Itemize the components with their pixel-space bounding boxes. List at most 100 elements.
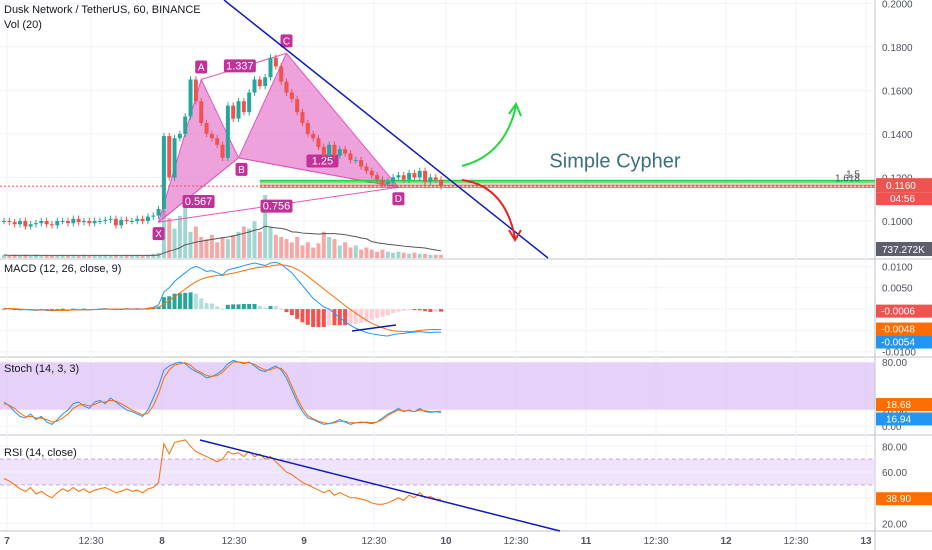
macd-histogram-bar bbox=[7, 309, 12, 311]
volume-ma-line bbox=[3, 225, 442, 256]
volume-bar bbox=[39, 255, 44, 258]
candle-body bbox=[273, 57, 278, 67]
fib-level-label: 1.618 bbox=[835, 174, 860, 185]
volume-bar bbox=[108, 255, 113, 258]
volume-bar bbox=[417, 253, 422, 258]
volume-bar bbox=[300, 245, 305, 258]
countdown-tag: 04:56 bbox=[890, 194, 915, 205]
candle-body bbox=[295, 99, 300, 113]
macd-histogram-bar bbox=[263, 307, 268, 310]
volume-bar bbox=[199, 237, 204, 258]
volume-bar bbox=[295, 237, 300, 258]
candle-body bbox=[140, 218, 145, 221]
volume-tag: 737.272K bbox=[882, 245, 925, 256]
candle-body bbox=[23, 220, 28, 227]
candle-body bbox=[305, 123, 310, 134]
cypher-pattern[interactable]: X A B C D 1.337 1.25 0.567 0.756 bbox=[152, 34, 405, 241]
macd-value-tag: -0.0054 bbox=[881, 338, 915, 349]
rsi-value-tag-bg bbox=[876, 492, 932, 506]
candle-body bbox=[28, 224, 33, 227]
volume-bar bbox=[284, 239, 289, 258]
volume-bar bbox=[33, 254, 38, 258]
pattern-point-label: D bbox=[395, 194, 402, 205]
macd-histogram-bar bbox=[433, 309, 438, 312]
candle-body bbox=[183, 116, 188, 134]
macd-histogram-bar bbox=[423, 309, 428, 312]
candle-body bbox=[231, 105, 236, 119]
candle-body bbox=[428, 177, 433, 182]
macd-histogram-bar bbox=[401, 309, 406, 311]
volume-bar bbox=[97, 255, 102, 258]
red-down-arrow bbox=[461, 179, 516, 239]
candle-body bbox=[263, 77, 268, 86]
candle-body bbox=[433, 177, 438, 180]
trendlines[interactable] bbox=[199, 0, 561, 532]
volume-bar bbox=[151, 253, 156, 258]
candle-body bbox=[167, 136, 172, 178]
macd-histogram-bar bbox=[289, 309, 294, 316]
direction-arrows[interactable] bbox=[461, 101, 522, 242]
volume-bar bbox=[183, 195, 188, 258]
candle-body bbox=[119, 219, 124, 226]
macd-histogram-bar bbox=[321, 309, 326, 327]
candle-body bbox=[279, 66, 284, 82]
stoch-k-line bbox=[3, 359, 442, 425]
last-price-tag: 0.1160 bbox=[886, 181, 916, 192]
time-tick-label: 12:30 bbox=[643, 536, 668, 547]
volume-bar bbox=[12, 254, 17, 258]
volume-bar bbox=[380, 249, 385, 258]
pattern-point-label: B bbox=[238, 165, 245, 176]
candle-body bbox=[327, 144, 332, 156]
macd-histogram-bar bbox=[161, 297, 166, 310]
macd-histogram-bar bbox=[332, 309, 337, 326]
macd-histogram-bar bbox=[49, 309, 54, 311]
rsi-tick-label: 20.00 bbox=[882, 520, 907, 531]
candle-body bbox=[65, 220, 70, 224]
volume-bar bbox=[204, 239, 209, 258]
macd-histogram-bar bbox=[327, 309, 332, 325]
volume-bar bbox=[49, 255, 54, 258]
volume-bar bbox=[337, 245, 342, 258]
macd-histogram-bar bbox=[359, 309, 364, 323]
candle-body bbox=[97, 220, 102, 222]
candle-body bbox=[188, 79, 193, 117]
pattern-point-badge bbox=[195, 60, 208, 74]
volume-bar bbox=[17, 255, 22, 258]
macd-histogram-bar bbox=[412, 309, 417, 311]
time-tick-label: 12:30 bbox=[361, 536, 386, 547]
macd-histogram-bar bbox=[380, 309, 385, 317]
volume-bar bbox=[140, 255, 145, 258]
volume-bar bbox=[103, 254, 108, 258]
volume-bar bbox=[76, 255, 81, 258]
stoch-tick-label: 0.00 bbox=[882, 422, 902, 433]
volume-bar bbox=[316, 243, 321, 258]
volume-bar bbox=[439, 254, 444, 258]
volume-moving-average bbox=[3, 225, 442, 256]
volume-bar bbox=[145, 254, 150, 258]
price-tick-label: 0.1000 bbox=[882, 217, 913, 228]
price-tick-label: 0.2000 bbox=[882, 0, 913, 10]
candle-body bbox=[124, 219, 129, 221]
pattern-ratio-badge bbox=[306, 154, 339, 168]
macd-histogram-bar bbox=[369, 309, 374, 320]
candle-body bbox=[33, 223, 38, 225]
volume-bar bbox=[23, 254, 28, 258]
macd-histogram-bar bbox=[209, 303, 214, 310]
macd-histogram-bar bbox=[247, 303, 252, 310]
candle-body bbox=[108, 218, 113, 220]
macd-histogram-bar bbox=[183, 292, 188, 310]
candle-body bbox=[289, 92, 294, 100]
volume-bar bbox=[172, 228, 177, 258]
macd-value-tag: -0.0006 bbox=[881, 307, 915, 318]
candle-body bbox=[359, 160, 364, 167]
volume-title: Vol (20) bbox=[4, 19, 42, 31]
macd-value-tag-bg bbox=[876, 322, 932, 336]
candle-body bbox=[135, 218, 140, 221]
volume-bar bbox=[257, 231, 262, 258]
rsi-line bbox=[3, 439, 442, 505]
candle-body bbox=[177, 133, 182, 139]
volume-bar bbox=[113, 254, 118, 258]
macd-histogram-bar bbox=[199, 298, 204, 310]
